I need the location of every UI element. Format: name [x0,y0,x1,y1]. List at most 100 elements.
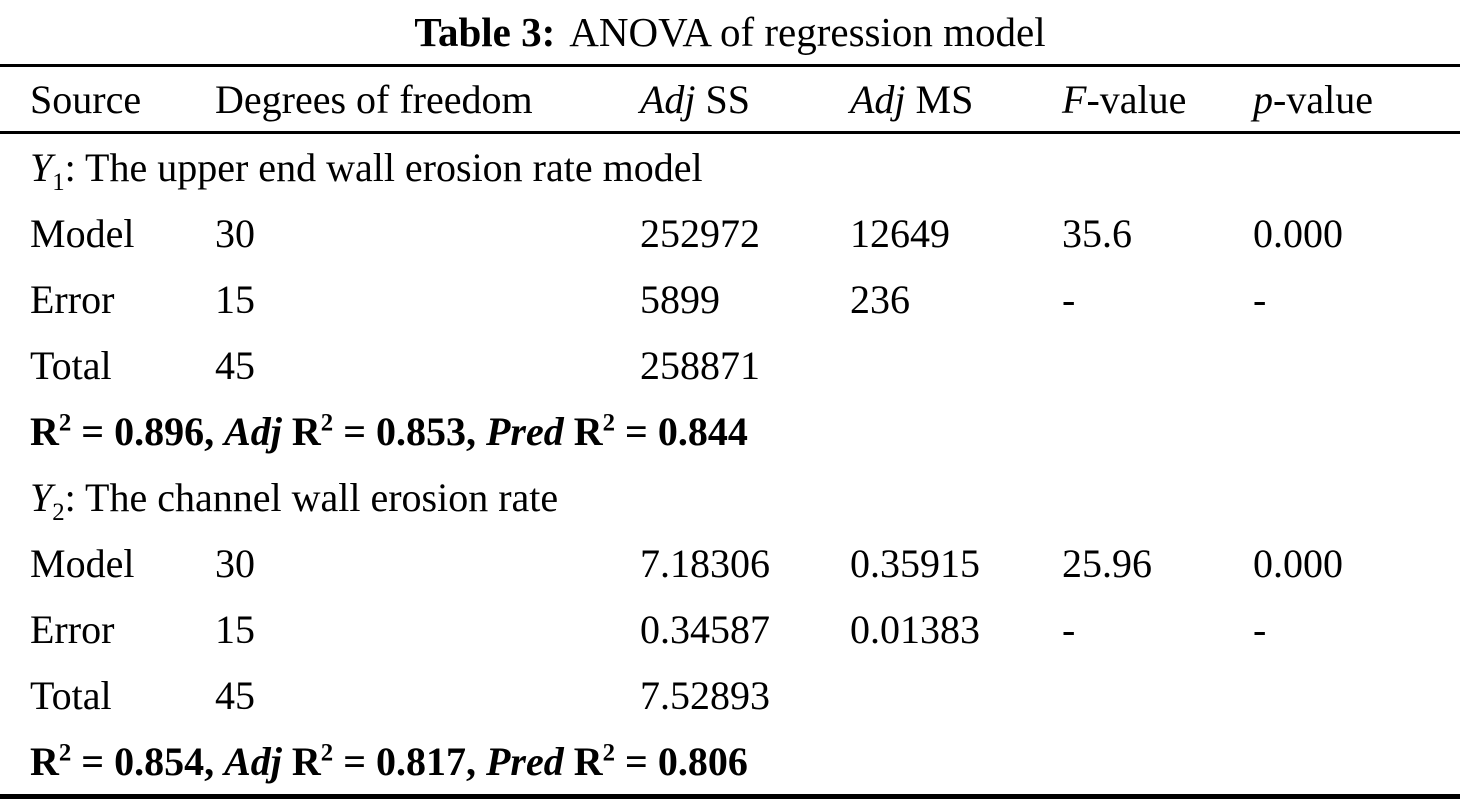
p-roman: -value [1273,76,1373,122]
table-caption-text: ANOVA of regression model [569,9,1046,55]
r-squared-summary-2: R2 = 0.854, Adj R2 = 0.817, Pred R2 = 0.… [30,738,1440,785]
f-italic: F [1062,76,1087,122]
y2-description: : The channel wall erosion rate [64,474,559,520]
y1-variable: Y [30,144,53,190]
r-squared-summary-1: R2 = 0.896, Adj R2 = 0.853, Pred R2 = 0.… [30,408,1440,455]
cell-f-value: - [1062,606,1076,652]
table-row-model-1: Model 30 252972 12649 35.6 0.000 [30,200,1440,266]
col-header-source: Source [30,76,142,122]
col-header-degrees-of-freedom: Degrees of freedom [215,76,533,122]
cell-adj-ms: 12649 [850,210,950,256]
adj-label: Adj [224,408,282,454]
table-title: Table 3: ANOVA of regression model [0,0,1460,64]
equals-sign: = [333,738,376,784]
adj-r2-value: 0.853 [375,408,466,454]
table-row-model-2: Model 30 7.18306 0.35915 25.96 0.000 [30,530,1440,596]
r-label: R [281,738,321,784]
table-row-total-2: Total 45 7.52893 [30,662,1440,728]
cell-p-value: - [1253,606,1267,652]
adj-ss-italic: Adj [640,76,696,122]
cell-adj-ms: 0.01383 [850,606,980,652]
cell-adj-ss: 252972 [640,210,760,256]
r-label: R [563,738,603,784]
section-1-heading-row: Y1: The upper end wall erosion rate mode… [30,134,1440,200]
cell-p-value: 0.000 [1253,540,1343,586]
pred-r2-value: 0.806 [657,738,748,784]
cell-adj-ss: 7.18306 [640,540,770,586]
cell-adj-ms: 0.35915 [850,540,980,586]
r-superscript: 2 [320,739,334,767]
cell-source: Error [30,606,115,652]
comma: , [204,408,225,454]
cell-df: 30 [215,210,255,256]
col-header-adj-ms: Adj MS [850,76,1062,123]
cell-p-value: - [1253,276,1267,322]
cell-df: 15 [215,606,255,652]
r-squared-summary-2-row: R2 = 0.854, Adj R2 = 0.817, Pred R2 = 0.… [30,728,1440,794]
table-header-row: Source Degrees of freedom Adj SS Adj MS … [0,67,1460,134]
pred-r2-value: 0.844 [657,408,748,454]
adj-ms-italic: Adj [850,76,906,122]
equals-sign: = [71,738,115,784]
r-label: R [281,408,321,454]
col-header-p-value: p-value [1253,76,1440,123]
cell-adj-ss: 0.34587 [640,606,770,652]
col-header-f-value: F-value [1062,76,1253,123]
adj-label: Adj [224,738,282,784]
equals-sign: = [615,738,658,784]
table-number-label: Table 3: [414,9,556,55]
r-squared-summary-1-row: R2 = 0.896, Adj R2 = 0.853, Pred R2 = 0.… [30,398,1440,464]
equals-sign: = [615,408,658,454]
table-row-total-1: Total 45 258871 [30,332,1440,398]
section-2-heading: Y2: The channel wall erosion rate [30,474,1440,525]
r-superscript: 2 [602,409,616,437]
cell-adj-ss: 258871 [640,342,760,388]
cell-source: Model [30,210,135,256]
r2-value: 0.854 [114,738,205,784]
cell-adj-ms: 236 [850,276,910,322]
comma: , [204,738,225,784]
equals-sign: = [333,408,376,454]
cell-f-value: 25.96 [1062,540,1152,586]
cell-source: Model [30,540,135,586]
cell-source: Total [30,342,112,388]
cell-f-value: - [1062,276,1076,322]
r-label: R [30,738,59,784]
pred-label: Pred [485,738,564,784]
cell-df: 45 [215,342,255,388]
cell-source: Total [30,672,112,718]
r-label: R [563,408,603,454]
r-superscript: 2 [320,409,334,437]
y1-description: : The upper end wall erosion rate model [64,144,703,190]
table-row-error-2: Error 15 0.34587 0.01383 - - [30,596,1440,662]
pred-label: Pred [485,408,564,454]
adj-ms-roman: MS [905,76,974,122]
r-label: R [30,408,59,454]
y2-subscript: 2 [52,498,65,526]
f-roman: -value [1086,76,1187,122]
cell-adj-ss: 5899 [640,276,720,322]
r-superscript: 2 [58,409,72,437]
r2-value: 0.896 [114,408,205,454]
section-2-heading-row: Y2: The channel wall erosion rate [30,464,1440,530]
y2-variable: Y [30,474,53,520]
col-header-adj-ss: Adj SS [640,76,850,123]
section-1-heading: Y1: The upper end wall erosion rate mode… [30,144,1440,195]
cell-df: 30 [215,540,255,586]
cell-df: 15 [215,276,255,322]
r-superscript: 2 [602,739,616,767]
comma: , [465,738,486,784]
cell-adj-ss: 7.52893 [640,672,770,718]
cell-p-value: 0.000 [1253,210,1343,256]
p-italic: p [1253,76,1273,122]
table-row-error-1: Error 15 5899 236 - - [30,266,1440,332]
comma: , [465,408,486,454]
y1-subscript: 1 [52,168,65,196]
r-superscript: 2 [58,739,72,767]
equals-sign: = [71,408,115,454]
cell-source: Error [30,276,115,322]
anova-table: Source Degrees of freedom Adj SS Adj MS … [0,64,1460,799]
adj-r2-value: 0.817 [375,738,466,784]
cell-f-value: 35.6 [1062,210,1132,256]
